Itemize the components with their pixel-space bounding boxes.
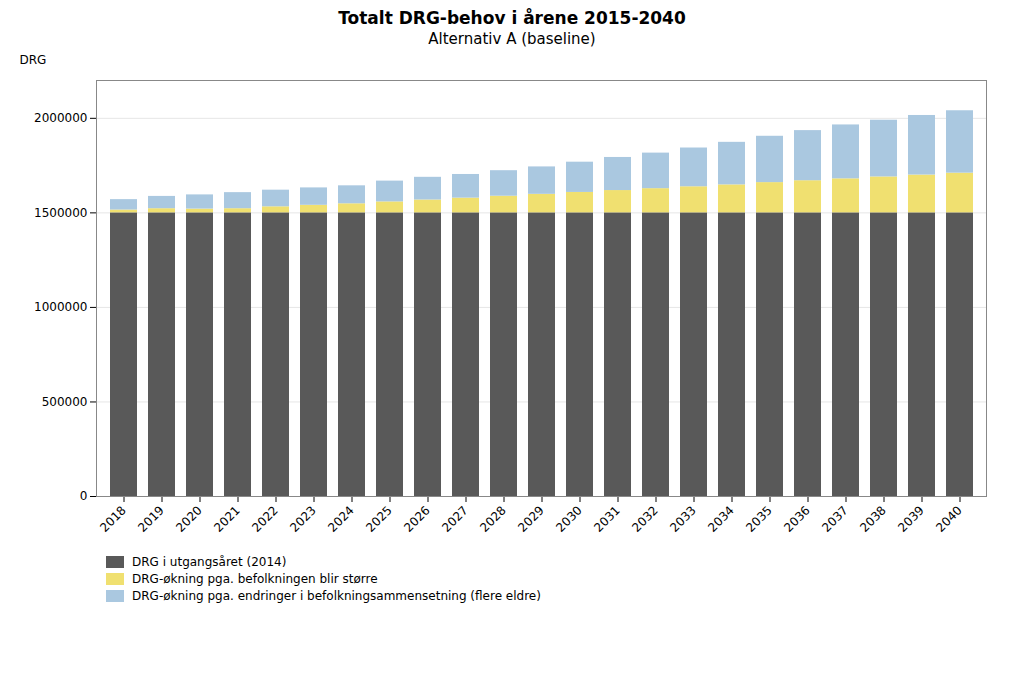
html-text:DRG-økning pga. endringer i be: DRG-økning pga. endringer i befolkningsa… (132, 589, 541, 603)
html-text:DRG-økning pga. befolkningen b: DRG-økning pga. befolkningen blir større (132, 572, 378, 586)
svg-text:1500000: 1500000 (34, 206, 87, 220)
svg-text:2024: 2024 (325, 503, 356, 534)
svg-text:500000: 500000 (42, 395, 88, 409)
svg-text:2023: 2023 (287, 503, 318, 534)
svg-text:2034: 2034 (705, 503, 736, 534)
svg-text:2026: 2026 (401, 503, 432, 534)
svg-text:2000000: 2000000 (34, 111, 87, 125)
svg-text:2027: 2027 (439, 503, 470, 534)
svg-text:2040: 2040 (933, 503, 964, 534)
svg-text:2032: 2032 (629, 503, 660, 534)
svg-text:2031: 2031 (591, 503, 622, 534)
svg-text:2038: 2038 (857, 503, 888, 534)
svg-text:2018: 2018 (97, 503, 128, 534)
svg-text:1000000: 1000000 (34, 300, 87, 314)
svg-text:2036: 2036 (781, 503, 812, 534)
svg-text:2021: 2021 (211, 503, 242, 534)
svg-text:2022: 2022 (249, 503, 280, 534)
svg-text:0: 0 (80, 489, 88, 503)
svg-text:2025: 2025 (363, 503, 394, 534)
svg-text:2035: 2035 (743, 503, 774, 534)
html-text:Alternativ A (baseline): Alternativ A (baseline) (428, 30, 596, 48)
svg-text:2028: 2028 (477, 503, 508, 534)
svg-text:2019: 2019 (135, 503, 166, 534)
svg-text:2030: 2030 (553, 503, 584, 534)
svg-text:2037: 2037 (819, 503, 850, 534)
html-text:DRG i utgangsåret (2014): DRG i utgangsåret (2014) (132, 555, 287, 569)
html-text:Totalt DRG-behov i årene 2015-: Totalt DRG-behov i årene 2015-2040 (338, 8, 686, 28)
svg-text:DRG: DRG (20, 53, 47, 67)
svg-text:2020: 2020 (173, 503, 204, 534)
svg-text:2033: 2033 (667, 503, 698, 534)
svg-text:2029: 2029 (515, 503, 546, 534)
svg-text:2039: 2039 (895, 503, 926, 534)
